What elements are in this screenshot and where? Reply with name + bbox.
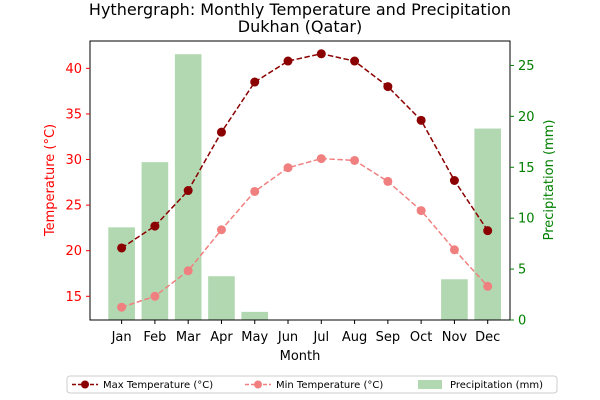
max-temperature-point-apr <box>216 127 226 137</box>
x-axis: Jan Feb Mar Apr May Jun Jul Aug Sep Oct Nov Dec <box>111 320 500 345</box>
x-tick-label: Jan <box>111 330 132 345</box>
min-temperature-point-oct <box>416 206 426 216</box>
x-axis-label: Month <box>280 349 321 364</box>
y-left-tick-label: 15 <box>65 290 82 305</box>
min-temperature-line <box>121 157 489 308</box>
y-axis-right-label: Precipitation (mm) <box>542 120 557 241</box>
y-right-tick-label: 0 <box>518 314 526 329</box>
y-axis-right: 0 5 10 15 20 25 <box>510 59 535 329</box>
y-left-tick-label: 40 <box>65 62 82 77</box>
max-temperature-point-aug <box>350 56 360 66</box>
min-temperature-point-feb <box>150 291 160 301</box>
y-right-tick-label: 10 <box>518 212 535 227</box>
x-tick-label: Sep <box>376 330 401 345</box>
legend-swatch-precipitation <box>418 380 442 389</box>
x-tick-label: Mar <box>176 330 201 345</box>
chart-title: Hythergraph: Monthly Temperature and Pre… <box>89 0 511 19</box>
min-temperature-point-jun <box>283 163 293 173</box>
y-axis-left: 15 20 25 30 35 40 <box>65 62 90 305</box>
min-temperature-point-jan <box>117 302 127 312</box>
max-temperature-point-jul <box>316 49 326 59</box>
temperature-lines <box>117 49 493 312</box>
y-left-tick-label: 35 <box>65 107 82 122</box>
legend-marker-min-temperature <box>254 380 262 389</box>
precipitation-bar-apr <box>208 276 235 320</box>
x-tick-label: Feb <box>143 330 166 345</box>
max-temperature-point-jun <box>283 56 293 66</box>
legend-label-max-temperature: Max Temperature (°C) <box>103 380 213 391</box>
legend-label-min-temperature: Min Temperature (°C) <box>276 380 383 391</box>
min-temperature-point-may <box>250 186 260 196</box>
max-temperature-point-mar <box>183 186 193 196</box>
min-temperature-point-dec <box>483 281 493 291</box>
precipitation-bar-may <box>241 311 269 320</box>
max-temperature-point-sep <box>383 82 393 92</box>
x-tick-label: Aug <box>342 330 367 345</box>
x-tick-label: May <box>241 330 268 345</box>
y-left-tick-label: 20 <box>65 244 82 259</box>
max-temperature-point-oct <box>416 115 426 125</box>
min-temperature-point-apr <box>216 225 226 235</box>
y-right-tick-label: 25 <box>518 59 535 74</box>
x-tick-label: Dec <box>475 330 500 345</box>
max-temperature-point-dec <box>483 226 493 236</box>
plot-frame <box>89 40 511 321</box>
min-temperature-point-nov <box>449 245 459 255</box>
precipitation-bar-dec <box>474 128 502 320</box>
legend-marker-max-temperature <box>81 380 89 389</box>
max-temperature-point-nov <box>449 176 459 185</box>
max-temperature-point-jan <box>117 243 127 253</box>
max-temperature-line <box>121 52 489 249</box>
x-tick-label: Nov <box>442 330 468 345</box>
min-temperature-point-aug <box>350 155 360 165</box>
max-temperature-point-may <box>250 77 260 87</box>
legend: Max Temperature (°C) Min Temperature (°C)… <box>66 375 558 394</box>
y-axis-left-label: Temperature (°C) <box>43 124 58 237</box>
legend-label-precipitation: Precipitation (mm) <box>450 380 543 391</box>
y-right-tick-label: 15 <box>518 161 535 176</box>
precipitation-bar-nov <box>441 279 468 320</box>
x-tick-label: Apr <box>210 330 233 345</box>
y-right-tick-label: 20 <box>518 110 535 125</box>
x-tick-label: Jul <box>312 330 329 345</box>
min-temperature-point-sep <box>383 176 393 186</box>
y-left-tick-label: 25 <box>65 199 82 214</box>
min-temperature-point-jul <box>316 154 326 164</box>
chart-subtitle: Dukhan (Qatar) <box>238 17 362 36</box>
y-right-tick-label: 5 <box>518 263 526 278</box>
x-tick-label: Oct <box>410 330 432 345</box>
x-tick-label: Jun <box>277 330 298 345</box>
precipitation-bars <box>108 54 502 321</box>
min-temperature-point-mar <box>183 266 193 276</box>
max-temperature-point-feb <box>150 221 160 231</box>
y-left-tick-label: 30 <box>65 153 82 168</box>
